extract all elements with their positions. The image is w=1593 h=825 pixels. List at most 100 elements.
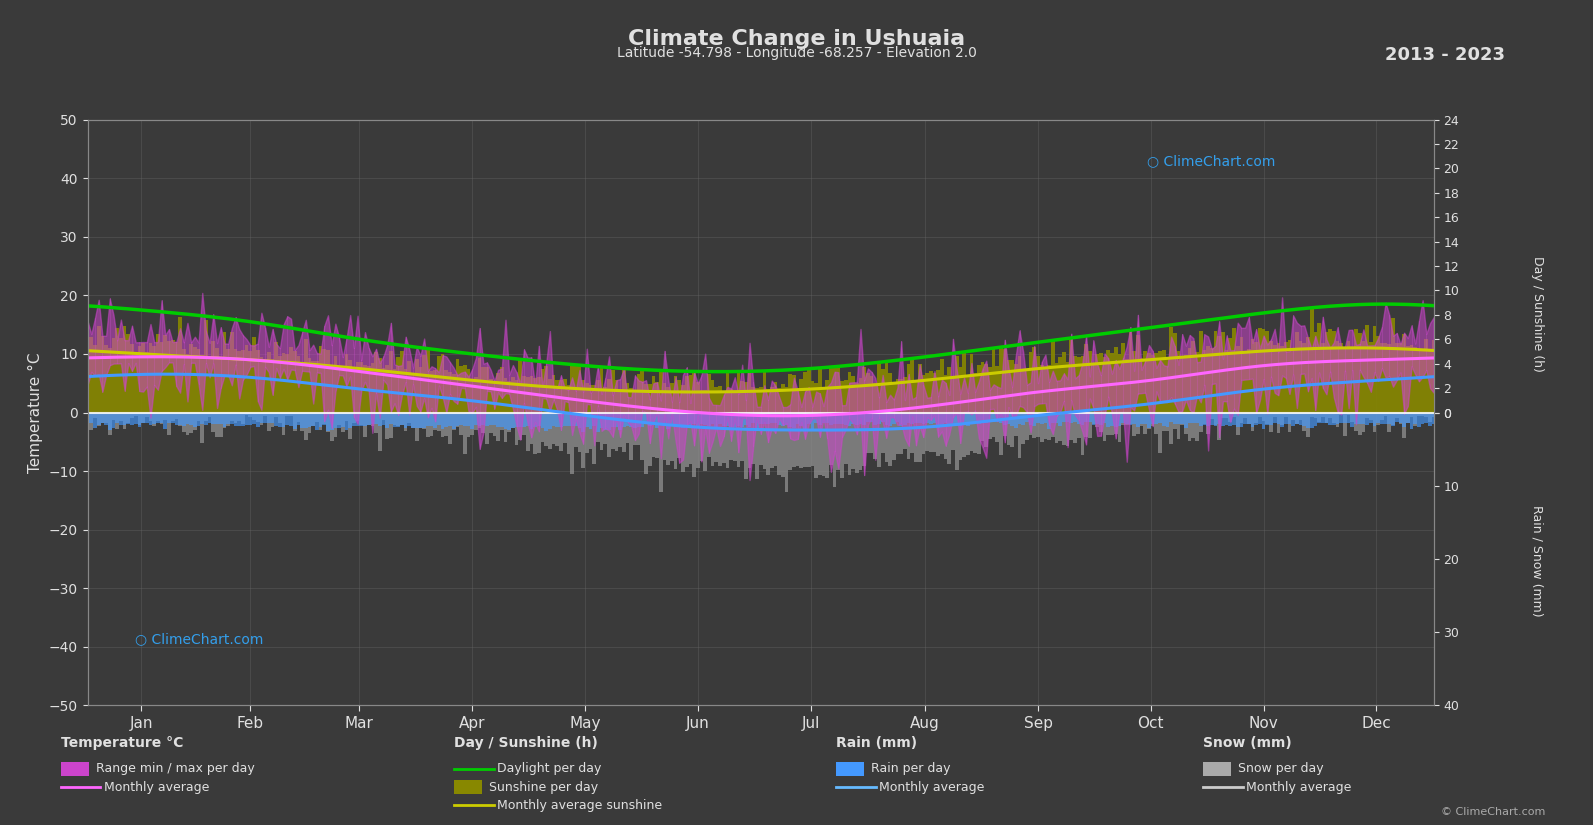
- Bar: [970, 355, 973, 412]
- Bar: [1388, 412, 1391, 432]
- Bar: [486, 367, 489, 412]
- Bar: [1239, 412, 1243, 423]
- Bar: [279, 412, 282, 427]
- Bar: [808, 412, 811, 424]
- Bar: [781, 412, 785, 426]
- Bar: [400, 412, 403, 425]
- Bar: [682, 412, 685, 472]
- Bar: [741, 412, 744, 427]
- Bar: [241, 412, 245, 424]
- Bar: [929, 371, 932, 412]
- Bar: [970, 412, 973, 422]
- Bar: [855, 412, 859, 425]
- Bar: [704, 412, 707, 426]
- Bar: [100, 412, 104, 422]
- Bar: [758, 388, 763, 412]
- Bar: [1251, 412, 1254, 427]
- Bar: [677, 412, 682, 427]
- Bar: [900, 412, 903, 426]
- Bar: [545, 412, 548, 446]
- Bar: [637, 412, 640, 445]
- Bar: [1158, 412, 1161, 453]
- Bar: [685, 412, 688, 466]
- Bar: [448, 412, 452, 444]
- Bar: [299, 412, 304, 431]
- Bar: [182, 412, 186, 426]
- Bar: [1276, 412, 1281, 432]
- Bar: [725, 373, 730, 412]
- Bar: [932, 412, 937, 422]
- Bar: [1262, 412, 1265, 429]
- Bar: [363, 412, 366, 426]
- Bar: [800, 412, 803, 426]
- Bar: [126, 412, 131, 424]
- Bar: [1211, 412, 1214, 425]
- Bar: [470, 412, 475, 436]
- Bar: [282, 412, 285, 427]
- Bar: [1362, 412, 1365, 432]
- Bar: [1287, 340, 1292, 412]
- Bar: [319, 346, 322, 412]
- Bar: [884, 412, 889, 463]
- Bar: [467, 412, 470, 426]
- Bar: [363, 412, 366, 437]
- Bar: [906, 364, 911, 412]
- Bar: [718, 412, 722, 424]
- Bar: [911, 361, 914, 412]
- Bar: [1099, 412, 1102, 432]
- Bar: [386, 365, 389, 412]
- Bar: [1292, 349, 1295, 412]
- Bar: [366, 366, 371, 412]
- Bar: [859, 412, 862, 424]
- Bar: [492, 412, 497, 425]
- Bar: [1058, 412, 1063, 426]
- Bar: [341, 412, 344, 427]
- Bar: [733, 412, 736, 427]
- Bar: [1200, 412, 1203, 431]
- Bar: [744, 412, 747, 479]
- Bar: [1351, 412, 1354, 427]
- Bar: [1021, 412, 1024, 426]
- Bar: [1418, 349, 1421, 412]
- Bar: [752, 412, 755, 464]
- Bar: [507, 412, 511, 430]
- Bar: [1144, 412, 1147, 434]
- Bar: [1096, 354, 1099, 412]
- Bar: [1314, 412, 1317, 418]
- Bar: [1055, 363, 1058, 412]
- Bar: [851, 376, 855, 412]
- Bar: [774, 412, 777, 466]
- Bar: [943, 412, 948, 459]
- Bar: [1206, 412, 1211, 434]
- Bar: [570, 412, 573, 474]
- Bar: [696, 412, 699, 469]
- Bar: [534, 412, 537, 427]
- Bar: [996, 412, 999, 442]
- Bar: [190, 412, 193, 426]
- Bar: [714, 387, 718, 412]
- Bar: [589, 412, 593, 429]
- Bar: [1015, 412, 1018, 428]
- Bar: [503, 378, 507, 412]
- Bar: [153, 412, 156, 426]
- Bar: [1306, 412, 1309, 436]
- Text: Latitude -54.798 - Longitude -68.257 - Elevation 2.0: Latitude -54.798 - Longitude -68.257 - E…: [616, 46, 977, 60]
- Bar: [1243, 412, 1247, 424]
- Bar: [889, 374, 892, 412]
- Bar: [999, 412, 1004, 423]
- Bar: [1085, 412, 1088, 437]
- Bar: [170, 412, 175, 423]
- Bar: [137, 412, 142, 425]
- Bar: [167, 412, 170, 422]
- Bar: [1121, 412, 1125, 423]
- Bar: [1228, 412, 1231, 426]
- Bar: [1402, 334, 1407, 412]
- Bar: [204, 412, 207, 421]
- Bar: [803, 412, 808, 468]
- Bar: [397, 412, 400, 427]
- Bar: [693, 412, 696, 477]
- Bar: [529, 412, 534, 429]
- Bar: [1150, 412, 1155, 424]
- Bar: [674, 412, 677, 427]
- Bar: [1292, 412, 1295, 420]
